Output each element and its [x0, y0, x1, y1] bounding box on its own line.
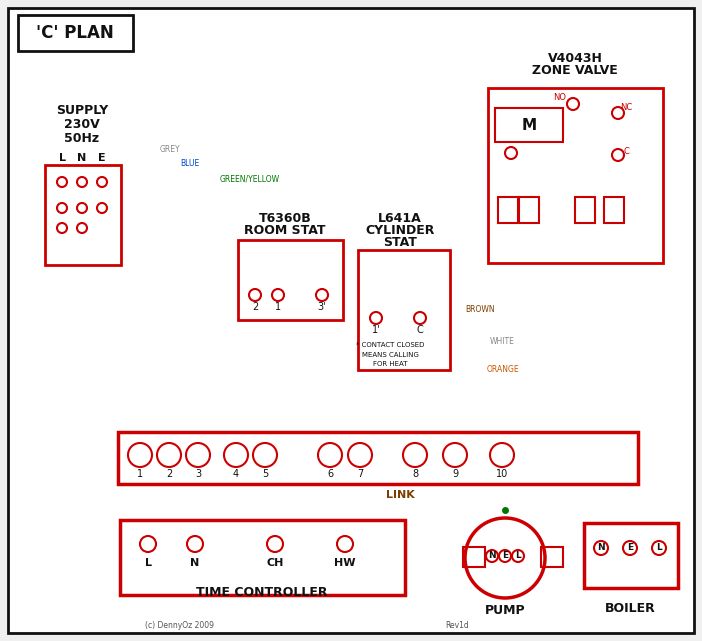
- Text: WHITE: WHITE: [490, 338, 515, 347]
- Text: 1': 1': [371, 325, 380, 335]
- Text: E: E: [502, 551, 508, 560]
- Bar: [498, 197, 518, 223]
- Bar: [45, 165, 121, 265]
- Text: 7: 7: [357, 469, 363, 479]
- Text: N: N: [597, 544, 605, 553]
- Text: ZONE VALVE: ZONE VALVE: [532, 65, 618, 78]
- Text: 'C' PLAN: 'C' PLAN: [36, 24, 114, 42]
- Text: ROOM STAT: ROOM STAT: [244, 224, 326, 237]
- Text: FOR HEAT: FOR HEAT: [373, 361, 407, 367]
- Text: GREEN/YELLOW: GREEN/YELLOW: [220, 174, 280, 183]
- Text: 8: 8: [412, 469, 418, 479]
- Text: N: N: [77, 153, 86, 163]
- Text: BROWN: BROWN: [465, 306, 495, 315]
- Bar: [463, 547, 485, 567]
- Text: 5: 5: [262, 469, 268, 479]
- Text: 1: 1: [137, 469, 143, 479]
- Text: 3': 3': [318, 302, 326, 312]
- Text: Rev1d: Rev1d: [445, 622, 469, 631]
- Bar: [18, 15, 133, 51]
- Text: L: L: [145, 558, 152, 568]
- Text: N: N: [488, 551, 496, 560]
- Text: PUMP: PUMP: [484, 603, 525, 617]
- Text: BLUE: BLUE: [180, 160, 199, 169]
- Text: L: L: [515, 551, 521, 560]
- Text: STAT: STAT: [383, 235, 417, 249]
- Bar: [118, 432, 638, 484]
- Text: * CONTACT CLOSED: * CONTACT CLOSED: [356, 342, 424, 348]
- Text: SUPPLY: SUPPLY: [56, 103, 108, 117]
- Text: 6: 6: [327, 469, 333, 479]
- Text: CYLINDER: CYLINDER: [365, 224, 435, 237]
- Text: ORANGE: ORANGE: [487, 365, 519, 374]
- Text: L641A: L641A: [378, 212, 422, 224]
- Bar: [541, 547, 563, 567]
- Text: C: C: [416, 325, 423, 335]
- Text: CH: CH: [266, 558, 284, 568]
- Bar: [495, 108, 563, 142]
- Text: GREY: GREY: [160, 144, 180, 153]
- Text: L: L: [58, 153, 65, 163]
- Text: 3: 3: [195, 469, 201, 479]
- Bar: [238, 240, 343, 320]
- Text: 230V: 230V: [64, 117, 100, 131]
- Text: 2: 2: [166, 469, 172, 479]
- Text: (c) DennyOz 2009: (c) DennyOz 2009: [145, 622, 214, 631]
- Text: C: C: [623, 147, 629, 156]
- Text: 1: 1: [275, 302, 281, 312]
- Text: NO: NO: [553, 92, 567, 101]
- Text: E: E: [627, 544, 633, 553]
- Text: 2: 2: [252, 302, 258, 312]
- Bar: [120, 520, 405, 595]
- Text: 50Hz: 50Hz: [65, 131, 100, 144]
- Text: HW: HW: [334, 558, 356, 568]
- Bar: [358, 250, 450, 370]
- Text: V4043H: V4043H: [548, 51, 602, 65]
- Text: L: L: [656, 544, 662, 553]
- Text: N: N: [190, 558, 199, 568]
- Text: LINK: LINK: [385, 490, 414, 500]
- Text: M: M: [522, 117, 536, 133]
- Bar: [584, 523, 678, 588]
- Text: E: E: [98, 153, 106, 163]
- Text: 10: 10: [496, 469, 508, 479]
- Bar: [575, 197, 595, 223]
- Text: TIME CONTROLLER: TIME CONTROLLER: [197, 585, 328, 599]
- Text: BOILER: BOILER: [604, 601, 656, 615]
- Text: T6360B: T6360B: [258, 212, 312, 224]
- Text: 9: 9: [452, 469, 458, 479]
- Text: NC: NC: [620, 103, 632, 112]
- Text: 4: 4: [233, 469, 239, 479]
- Bar: [604, 197, 624, 223]
- Text: MEANS CALLING: MEANS CALLING: [362, 352, 418, 358]
- Bar: [488, 88, 663, 263]
- Bar: [519, 197, 539, 223]
